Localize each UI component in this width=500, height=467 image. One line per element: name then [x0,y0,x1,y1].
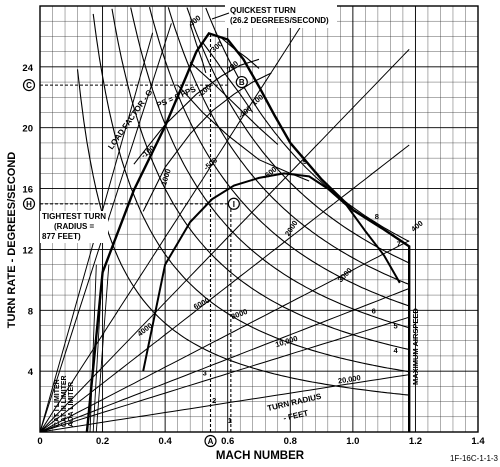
turn-radius-line-label: 20,000 [337,373,361,385]
load-factor-line-label: 7 [397,239,401,248]
marker-circle [227,197,240,210]
turn-radius-line [39,49,410,433]
y-axis-title: TURN RATE - DEGREES/SECOND [6,152,18,328]
x-axis-title: MACH NUMBER [216,450,305,462]
x-tick-labels: 0 0.2 0.4 0.6 0.8 1.0 1.2 1.4 [37,436,485,447]
marker-circle [22,79,36,92]
ps-line-label: 400 [409,219,424,234]
marker-label: I [233,200,235,209]
marker-label: A [208,437,214,446]
quickest-turn-value: (26.2 DEGREES/SECOND) [230,16,329,25]
ps-line-label: 300 [209,39,224,54]
turn-radius-line-label: 8000 [230,307,249,321]
figure-id: 1F-16C-1-1-3 [450,454,499,463]
turn-radius-unit: - FEET [282,408,309,422]
ps-line [189,61,279,145]
ps-line-label: -400 [236,104,253,121]
tightest-turn-feet: 877 FEET) [42,232,81,241]
turn-radius-line [39,23,304,433]
marker-circle [204,434,217,448]
maximum-airspeed-label: MAXIMUM AIRSPEED [411,308,420,385]
ps-line [189,24,207,74]
load-factor-line [76,69,410,396]
y-tick-label: 12 [22,245,33,256]
load-factor-line-label: 3 [203,369,207,378]
ps-line [202,42,254,113]
quickest-turn-label: QUICKEST TURN [230,6,296,15]
turn-radius-line [39,316,410,433]
marker-label: B [239,78,245,87]
turn-radius-line-label: 1000 [159,168,173,187]
marker-label: C [26,81,32,90]
cat-i-limiter-label: CAT I LIMITER [54,379,61,427]
load-factor-line [186,7,410,264]
load-factor-line [111,8,410,351]
y-tick-labels: 4 8 12 16 20 24 [22,63,33,378]
ps-zero-curve [142,172,401,372]
marker-circle [22,197,36,210]
quickest-turn-callout: QUICKEST TURN (26.2 DEGREES/SECOND) [211,3,337,28]
ps-line [133,58,260,165]
tightest-turn-callout: TIGHTEST TURN (RADIUS = 877 FEET) [40,211,108,243]
load-factor-line-label: 4 [394,346,399,355]
turn-radius-line [39,144,410,433]
turn-radius-line [39,288,410,433]
marker-circle [235,75,248,89]
turn-radius-line [39,240,410,433]
load-factor-line-label: 1 [228,416,232,425]
y-tick-label: 8 [28,306,33,317]
x-tick-label: 0.6 [221,436,234,447]
limit-envelope [85,31,411,433]
ps-line [221,37,260,69]
x-tick-label: 0 [37,436,42,447]
load-factor-line [148,7,410,307]
tightest-turn-radius: (RADIUS = [54,222,95,231]
y-tick-label: 24 [22,63,33,74]
limiter-line [92,264,104,433]
ps-line-label: 200 [225,59,240,74]
load-factor-line-label: 5 [394,322,398,331]
x-tick-label: 1.0 [346,436,359,447]
reference-markers: A B C H I [22,75,248,448]
tightest-turn-label: TIGHTEST TURN [42,212,106,221]
load-factor-line-label: 6 [372,306,376,315]
aoa-limiter-label: AOA LIMITER [68,382,75,427]
y-tick-label: 20 [22,124,33,135]
ps-zero-label: PS = 0 FPS [155,84,198,110]
turn-radius-line [39,374,410,433]
limiter-lines [89,264,110,433]
turn-radius-line-label: 3000 [336,266,354,284]
load-factor-line-label: 8 [375,212,379,221]
load-factor-line [92,13,410,373]
marker-label: H [26,200,32,209]
x-tick-label: 1.2 [409,436,422,447]
x-tick-label: 0.8 [284,436,297,447]
turn-radius-label: TURN RADIUS [266,392,322,413]
limiter-line [89,264,97,433]
y-tick-label: 4 [28,367,34,378]
load-factor-line [167,7,410,285]
load-factor-line-label: 2 [212,396,216,405]
limiter-line [95,264,110,433]
turn-radius-line-label: 2000 [283,219,300,238]
cat-iii-limiter-label: CAT III LIMITER [61,375,68,427]
ps-line [142,72,272,212]
y-tick-label: 16 [22,185,33,196]
x-tick-label: 1.4 [471,436,485,447]
x-tick-label: 0.4 [159,436,173,447]
turn-radius-line-label: 6000 [192,296,211,312]
quickest-turn-leader [211,12,230,20]
x-tick-label: 0.2 [96,436,109,447]
marker-guide-lines [40,33,232,432]
